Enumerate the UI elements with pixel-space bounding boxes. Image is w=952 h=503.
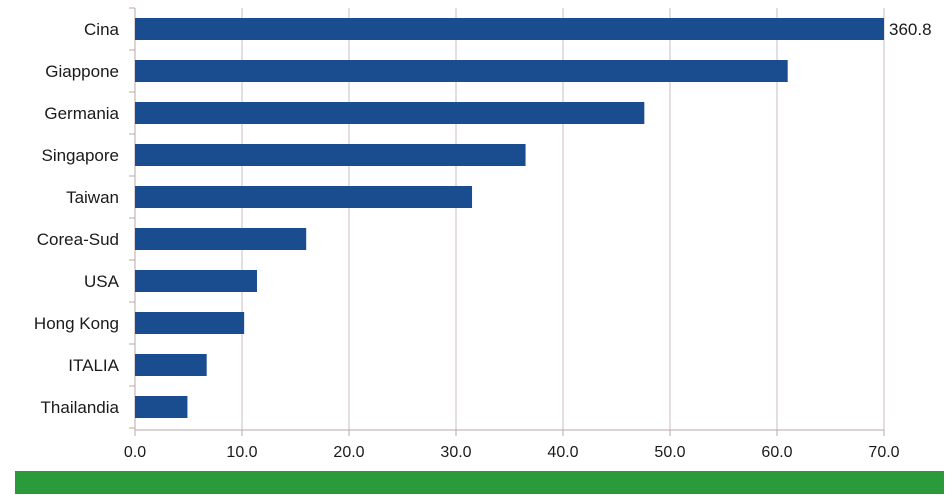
bar-chart: Cina Giappone Germania Singapore Taiwan Corea… [34, 7, 932, 461]
category-label: Corea-Sud [37, 230, 119, 249]
category-labels: Cina Giappone Germania Singapore Taiwan Corea… [34, 20, 120, 417]
footer-bar [15, 471, 944, 494]
bar [135, 18, 884, 40]
x-tick-label: 70.0 [868, 444, 899, 461]
bar [135, 228, 307, 250]
x-tick-label: 60.0 [761, 444, 792, 461]
x-tick-label: 0.0 [124, 444, 146, 461]
x-tick-label: 20.0 [333, 444, 364, 461]
x-tick-label: 10.0 [226, 444, 257, 461]
bar [135, 354, 207, 376]
x-tick-label: 40.0 [547, 444, 578, 461]
data-labels: 360.8 [889, 20, 932, 39]
bar [135, 270, 257, 292]
bar [135, 396, 188, 418]
data-label: 360.8 [889, 20, 932, 39]
bar [135, 186, 473, 208]
category-label: USA [84, 272, 120, 291]
category-label: Germania [44, 104, 119, 123]
bars [135, 18, 884, 418]
category-label: Singapore [41, 146, 119, 165]
x-tick-labels: 0.0 10.0 20.0 30.0 40.0 50.0 60.0 70.0 [124, 444, 900, 461]
category-label: Thailandia [41, 398, 120, 417]
x-tick-label: 50.0 [654, 444, 685, 461]
category-label: Giappone [45, 62, 119, 81]
bar [135, 312, 245, 334]
bar [135, 144, 526, 166]
bar [135, 60, 788, 82]
category-label: Hong Kong [34, 314, 119, 333]
category-label: Taiwan [66, 188, 119, 207]
x-tick-label: 30.0 [440, 444, 471, 461]
bar [135, 102, 645, 124]
category-label: Cina [84, 20, 120, 39]
category-label: ITALIA [68, 356, 119, 375]
